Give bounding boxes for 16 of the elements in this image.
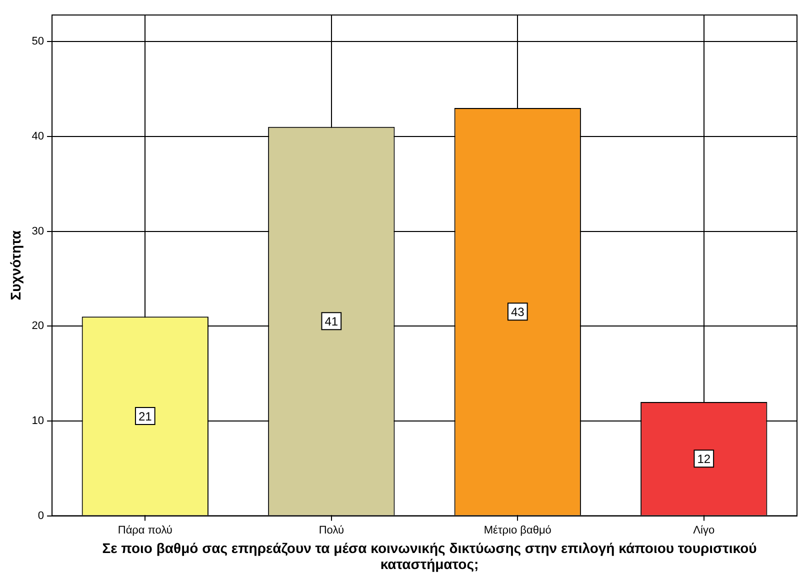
data-label: 12: [697, 452, 711, 466]
y-tick-label: 30: [32, 225, 44, 238]
y-axis-title: Συχνότητα: [7, 230, 24, 300]
data-label: 41: [324, 314, 338, 328]
y-tick-label: 10: [32, 414, 44, 427]
y-tick-label: 20: [32, 320, 44, 332]
y-tick-label: 40: [32, 130, 44, 142]
y-tick-label: 0: [38, 510, 44, 522]
x-tick-label: Λίγο: [693, 524, 715, 536]
y-tick-label: 50: [32, 36, 44, 48]
x-tick-label: Πάρα πολύ: [118, 524, 172, 536]
data-label: 21: [138, 409, 152, 424]
x-tick-label: Μέτριο βαθμό: [484, 524, 552, 536]
x-tick-label: Πολύ: [318, 524, 344, 536]
x-axis-title: Σε ποιο βαθμό σας επηρεάζουν τα μέσα κοινωνικής δικτύωσης στην επιλογή κάποιου τουριστικού καταστήματος;: [101, 540, 758, 572]
data-label: 43: [510, 304, 525, 319]
